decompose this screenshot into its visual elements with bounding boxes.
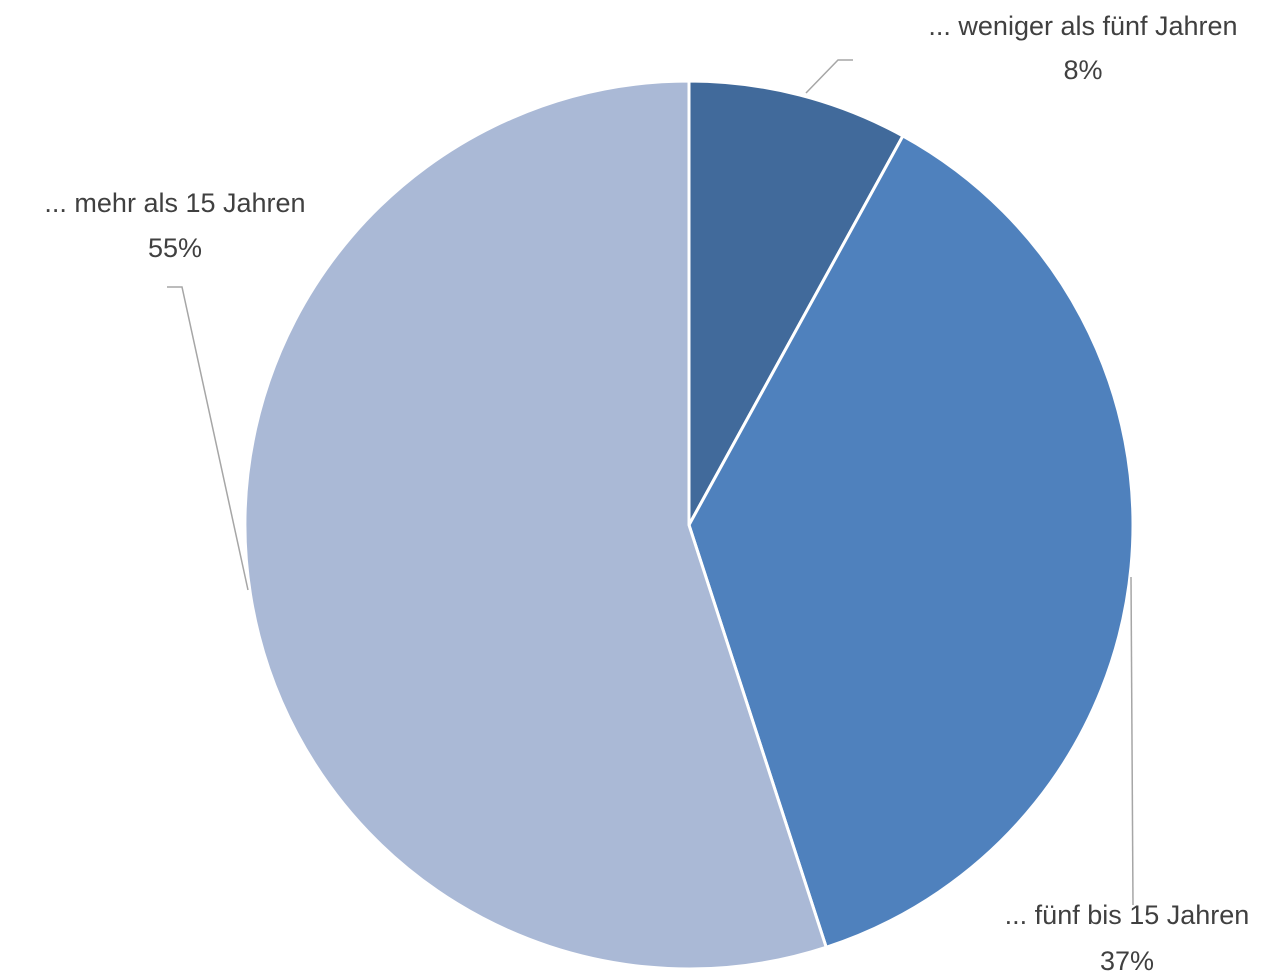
data-label-value: 37%: [1100, 946, 1154, 976]
data-label-category: ... fünf bis 15 Jahren: [1005, 900, 1250, 930]
leader-line: [167, 286, 249, 591]
pie-slice: [243, 79, 829, 971]
data-label-category: ... mehr als 15 Jahren: [44, 188, 305, 218]
data-label-value: 55%: [148, 233, 202, 263]
leader-line: [1130, 576, 1134, 906]
data-label-value: 8%: [1063, 55, 1102, 85]
pie-slice: [687, 79, 905, 526]
leader-line: [805, 59, 853, 94]
data-label-category: ... weniger als fünf Jahren: [928, 11, 1237, 41]
pie-slice: [687, 133, 1135, 950]
